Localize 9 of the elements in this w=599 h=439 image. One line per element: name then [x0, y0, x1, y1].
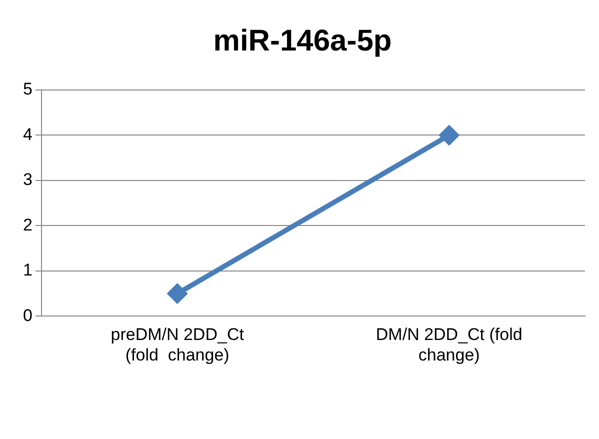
- y-tick-label: 1: [22, 260, 32, 280]
- y-tick-label: 4: [22, 124, 32, 144]
- y-tick-label: 0: [22, 306, 32, 325]
- y-tick-label: 3: [22, 170, 32, 190]
- x-tick-label: preDM/N 2DD_Ct (fold change): [110, 325, 244, 364]
- chart-title: miR-146a-5p: [213, 24, 392, 58]
- y-tick-label: 5: [22, 80, 32, 99]
- y-tick-label: 2: [22, 215, 32, 234]
- x-tick-label: DM/N 2DD_Ct (fold change): [376, 325, 522, 364]
